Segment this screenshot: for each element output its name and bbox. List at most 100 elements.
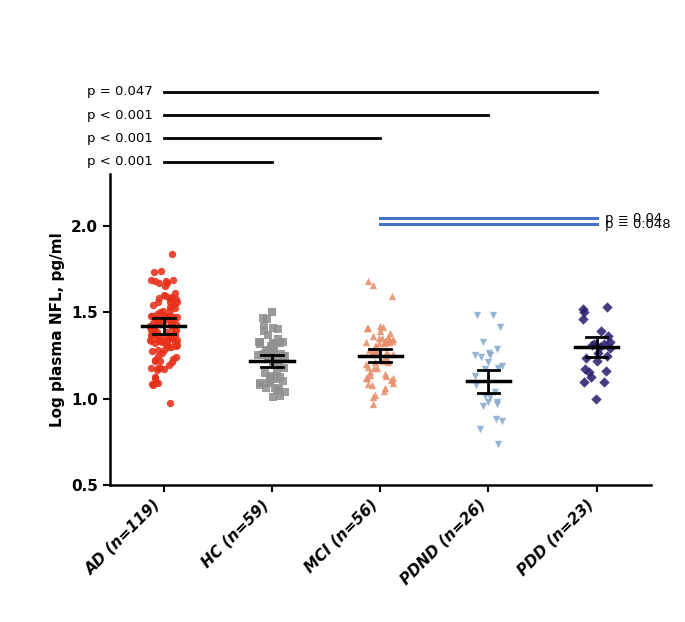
- Point: [380, 348, 391, 358]
- Point: [273, 384, 284, 394]
- Point: [605, 337, 616, 347]
- Point: [578, 376, 589, 386]
- Point: [171, 312, 182, 322]
- Point: [147, 379, 158, 389]
- Point: [168, 354, 179, 364]
- Point: [166, 318, 177, 328]
- Point: [262, 378, 273, 388]
- Point: [147, 346, 158, 356]
- Point: [166, 310, 177, 320]
- Point: [371, 345, 382, 355]
- Point: [253, 350, 264, 360]
- Point: [158, 316, 169, 326]
- Point: [150, 355, 161, 365]
- Point: [386, 290, 397, 300]
- Point: [373, 338, 384, 348]
- Point: [145, 312, 156, 322]
- Point: [379, 338, 390, 348]
- Point: [161, 277, 172, 287]
- Point: [149, 328, 160, 338]
- Point: [488, 310, 499, 320]
- Point: [470, 371, 481, 381]
- Point: [149, 372, 160, 382]
- Point: [376, 333, 387, 343]
- Point: [146, 275, 157, 285]
- Point: [580, 353, 591, 363]
- Point: [475, 353, 486, 363]
- Point: [269, 345, 279, 355]
- Point: [157, 337, 168, 347]
- Point: [379, 383, 390, 393]
- Point: [159, 310, 170, 320]
- Point: [145, 363, 156, 373]
- Point: [162, 311, 173, 321]
- Point: [148, 323, 159, 333]
- Point: [375, 321, 386, 331]
- Point: [147, 330, 158, 340]
- Point: [171, 341, 182, 351]
- Point: [362, 373, 373, 383]
- Point: [484, 348, 495, 358]
- Point: [264, 376, 275, 386]
- Point: [169, 287, 180, 297]
- Point: [388, 373, 399, 383]
- Point: [146, 337, 157, 346]
- Point: [145, 322, 155, 332]
- Point: [158, 345, 169, 355]
- Point: [263, 330, 274, 340]
- Point: [379, 336, 390, 346]
- Point: [153, 332, 164, 341]
- Point: [364, 345, 375, 355]
- Point: [279, 351, 290, 361]
- Point: [255, 339, 266, 349]
- Point: [149, 328, 160, 338]
- Point: [579, 307, 590, 317]
- Point: [599, 377, 610, 387]
- Point: [364, 369, 375, 379]
- Point: [271, 386, 282, 396]
- Point: [382, 349, 393, 359]
- Point: [384, 337, 395, 347]
- Point: [155, 307, 166, 317]
- Point: [166, 342, 177, 352]
- Point: [259, 327, 270, 337]
- Point: [585, 372, 596, 382]
- Point: [153, 351, 164, 361]
- Point: [168, 314, 179, 324]
- Text: p = 0.04: p = 0.04: [606, 211, 662, 225]
- Point: [477, 337, 488, 347]
- Point: [592, 348, 603, 358]
- Point: [147, 300, 158, 310]
- Point: [362, 379, 373, 389]
- Point: [155, 363, 166, 373]
- Point: [480, 364, 491, 374]
- Point: [367, 280, 378, 290]
- Point: [371, 346, 382, 356]
- Point: [152, 363, 163, 373]
- Point: [374, 326, 385, 336]
- Point: [362, 323, 373, 333]
- Point: [149, 267, 160, 277]
- Point: [162, 312, 173, 322]
- Point: [369, 363, 379, 373]
- Point: [159, 312, 170, 322]
- Point: [153, 335, 164, 345]
- Point: [470, 380, 481, 390]
- Point: [170, 326, 181, 336]
- Point: [366, 380, 377, 390]
- Text: p = 0.048: p = 0.048: [606, 218, 671, 231]
- Point: [164, 293, 175, 303]
- Point: [368, 350, 379, 360]
- Point: [266, 344, 277, 354]
- Point: [587, 340, 598, 350]
- Point: [485, 350, 496, 360]
- Point: [171, 352, 182, 362]
- Point: [385, 328, 396, 338]
- Text: p < 0.001: p < 0.001: [87, 156, 153, 168]
- Point: [271, 374, 282, 384]
- Point: [148, 328, 159, 338]
- Point: [475, 424, 486, 434]
- Point: [264, 348, 275, 358]
- Point: [256, 350, 267, 360]
- Point: [254, 378, 265, 388]
